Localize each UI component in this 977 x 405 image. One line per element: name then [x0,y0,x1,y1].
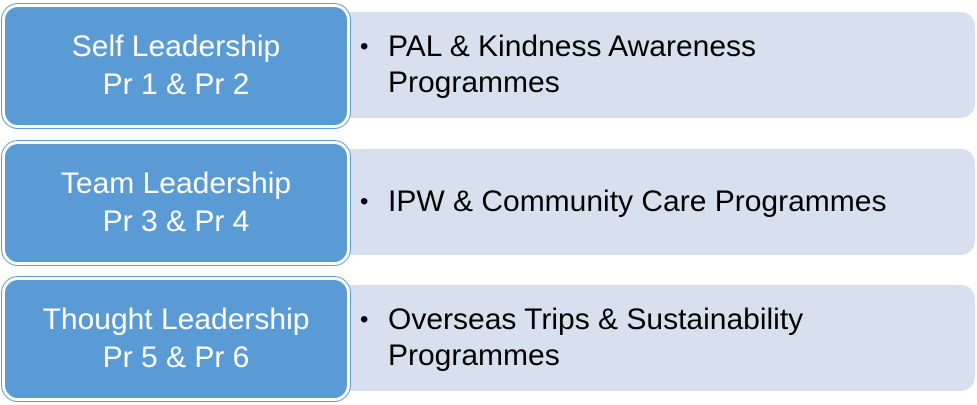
label-title: Team Leadership [60,167,292,200]
detail-box: • IPW & Community Care Programmes [318,149,975,255]
detail-line-1: IPW & Community Care Programmes [388,185,887,218]
detail-box: • Overseas Trips & Sustainability Progra… [318,285,975,391]
label-box: Team Leadership Pr 3 & Pr 4 [2,141,350,265]
detail-line-2: Programmes [388,339,560,372]
bullet-icon: • [360,306,369,333]
detail-line-2: Programmes [388,66,560,99]
label-subtitle: Pr 1 & Pr 2 [102,68,250,101]
bullet-item: • IPW & Community Care Programmes [360,184,886,220]
detail-line-1: PAL & Kindness Awareness [388,30,756,63]
label-box: Self Leadership Pr 1 & Pr 2 [2,4,350,128]
bullet-text: Overseas Trips & Sustainability Programm… [388,302,803,374]
label-title: Thought Leadership [42,303,310,336]
bullet-item: • Overseas Trips & Sustainability Progra… [360,302,803,374]
label-subtitle: Pr 3 & Pr 4 [102,205,250,238]
leadership-row-thought: • Overseas Trips & Sustainability Progra… [0,275,977,403]
leadership-row-self: • PAL & Kindness Awareness Programmes Se… [0,2,977,130]
detail-line-1: Overseas Trips & Sustainability [388,303,804,336]
bullet-icon: • [360,188,369,215]
label-box: Thought Leadership Pr 5 & Pr 6 [2,277,350,401]
bullet-text: IPW & Community Care Programmes [388,184,886,220]
leadership-row-team: • IPW & Community Care Programmes Team L… [0,139,977,267]
detail-box: • PAL & Kindness Awareness Programmes [318,12,975,118]
label-subtitle: Pr 5 & Pr 6 [102,341,250,374]
bullet-icon: • [360,33,369,60]
bullet-text: PAL & Kindness Awareness Programmes [388,29,756,101]
bullet-item: • PAL & Kindness Awareness Programmes [360,29,756,101]
label-title: Self Leadership [71,30,281,63]
